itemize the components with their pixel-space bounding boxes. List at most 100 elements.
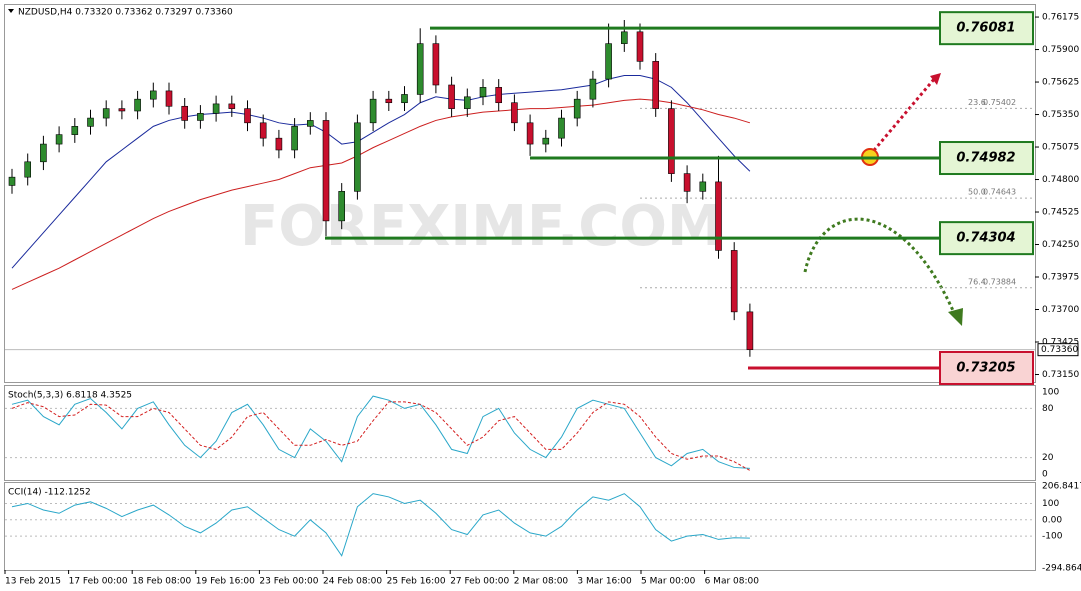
arrow-up [868,77,937,156]
candle-body [683,173,691,192]
candle-body [134,98,141,112]
y-tick-label: 0.73150 [1042,370,1079,380]
candle-body [511,102,518,124]
y-tick-label: 0 [1042,470,1048,480]
candle-body [40,143,47,163]
candle-body [87,117,94,127]
level-label: 0.73205 [956,360,1015,375]
fib-price: 0.74643 [983,188,1016,197]
candle-body [385,98,393,104]
y-tick-label: 0.76175 [1042,13,1079,23]
candle-body [589,78,597,100]
candle-body [102,108,110,119]
candle-body [369,98,377,124]
x-tick-label: 6 Mar 08:00 [705,577,760,587]
y-tick-label: 206.8417 [1042,482,1081,492]
candle-body [197,113,204,121]
candle-body [150,90,157,100]
candle-body [479,87,487,98]
x-tick-label: 5 Mar 00:00 [641,577,696,587]
y-tick-label: 0.74800 [1042,175,1079,185]
candle-body [605,43,612,80]
fib-price: 0.73884 [983,277,1016,286]
x-tick-label: 18 Feb 08:00 [132,577,191,587]
current-price-box [1037,343,1079,357]
level-label: 0.74982 [956,151,1015,166]
y-tick-label: 100 [1042,499,1059,509]
candle-body [338,191,346,222]
candle-body [746,311,754,350]
level-label: 0.76081 [956,21,1015,36]
x-tick-label: 27 Feb 00:00 [450,577,509,587]
candle-body [558,117,565,139]
candle-body [165,90,173,107]
candle-body [542,137,550,145]
candle-body [620,31,628,44]
cci-panel [4,482,1036,571]
y-tick-label: 20 [1042,453,1054,463]
candle-body [699,181,707,192]
watermark: FOREXIMF.COM [240,194,723,259]
stoch-label: Stoch(5,3,3) 6.8118 4.3525 [8,391,132,401]
candle-body [8,176,16,186]
candle-body [291,126,298,151]
y-tick-label: 0.74250 [1042,240,1079,250]
y-tick-label: 0.75900 [1042,45,1079,55]
y-tick-label: 0.75075 [1042,143,1079,153]
y-tick-label: -100 [1042,532,1063,542]
arrow-head [930,73,941,85]
x-tick-label: 13 Feb 2015 [5,577,61,587]
stoch-panel [4,385,1036,481]
level-box [939,350,1034,385]
y-tick-label: 80 [1042,404,1054,414]
y-tick-label: 0.00 [1042,515,1062,525]
candle-body [322,120,330,222]
candle-body [416,43,424,95]
fib-price: 0.75402 [983,98,1016,107]
candle-body [495,87,503,104]
x-tick-label: 3 Mar 16:00 [577,577,632,587]
level-box [939,141,1034,176]
candle-body [244,108,251,124]
y-tick-label: 100 [1042,388,1059,398]
fib-level: 23.6 [968,98,986,107]
candle-body [573,98,581,119]
y-tick-label: 0.73425 [1042,337,1079,347]
candle-body [448,84,455,109]
fib-level: 76.4 [968,277,986,286]
menu-arrow [8,9,14,13]
x-tick-label: 23 Feb 00:00 [259,577,318,587]
stoch-line [11,395,750,469]
candle-body [526,122,534,145]
x-tick-label: 17 Feb 00:00 [69,577,128,587]
candle-body [181,105,188,121]
chart-title: NZDUSD,H4 0.73320 0.73362 0.73297 0.7336… [18,8,233,18]
candle-body [636,31,644,62]
fib-level: 50.0 [968,188,986,197]
candle-body [463,96,471,109]
arrow-curve [803,217,957,316]
candle-body [401,94,408,104]
arrow-head [948,308,963,326]
level-box [939,221,1034,256]
candle-body [118,108,126,112]
cci-line [11,493,750,557]
candle-body [55,134,63,145]
y-tick-label: 0.74525 [1042,208,1079,218]
x-tick-label: 25 Feb 16:00 [387,577,446,587]
moving-average [11,75,751,269]
candle-body [668,108,675,174]
cci-label: CCI(14) -112.1252 [8,488,91,498]
y-tick-label: -294.8648 [1042,564,1081,574]
candle-body [715,181,722,251]
candle-body [306,120,314,127]
y-tick-label: 0.75350 [1042,110,1079,120]
x-tick-label: 19 Feb 16:00 [196,577,255,587]
x-tick-label: 24 Feb 08:00 [323,577,382,587]
candle-body [24,161,32,178]
current-price-label: 0.73360 [1041,345,1078,355]
candle-body [354,122,361,192]
candle-body [228,103,236,109]
